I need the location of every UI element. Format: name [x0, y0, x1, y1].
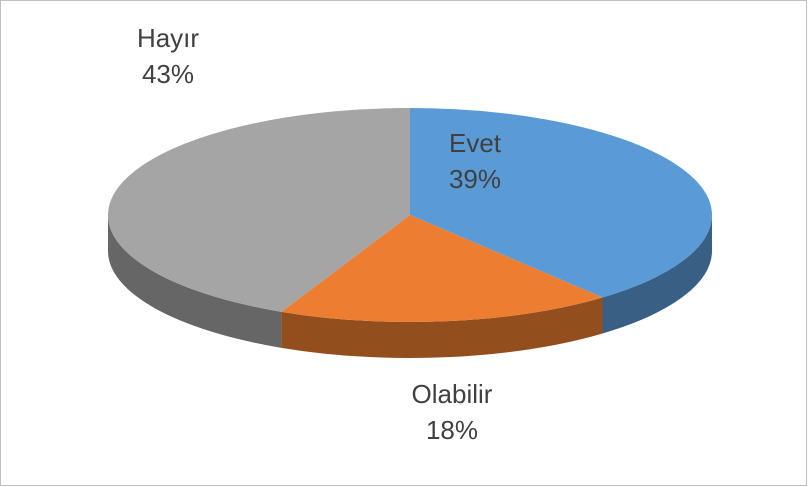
value-label: 43% — [142, 59, 194, 89]
pie-tops — [108, 108, 712, 323]
category-label: Hayır — [137, 23, 199, 53]
pie-side — [602, 215, 712, 334]
pie-sides — [107, 215, 712, 359]
pie-slice — [281, 215, 603, 323]
category-label: Evet — [449, 128, 502, 158]
category-label: Olabilir — [412, 379, 493, 409]
pie-side — [281, 297, 603, 359]
value-label: 18% — [426, 415, 478, 445]
pie-slice — [108, 108, 410, 312]
pie-side — [107, 215, 282, 348]
pie-slice — [410, 108, 712, 298]
data-labels: Evet 39% Olabilir 18% Hayır 43% — [137, 23, 502, 445]
value-label: 39% — [449, 164, 501, 194]
